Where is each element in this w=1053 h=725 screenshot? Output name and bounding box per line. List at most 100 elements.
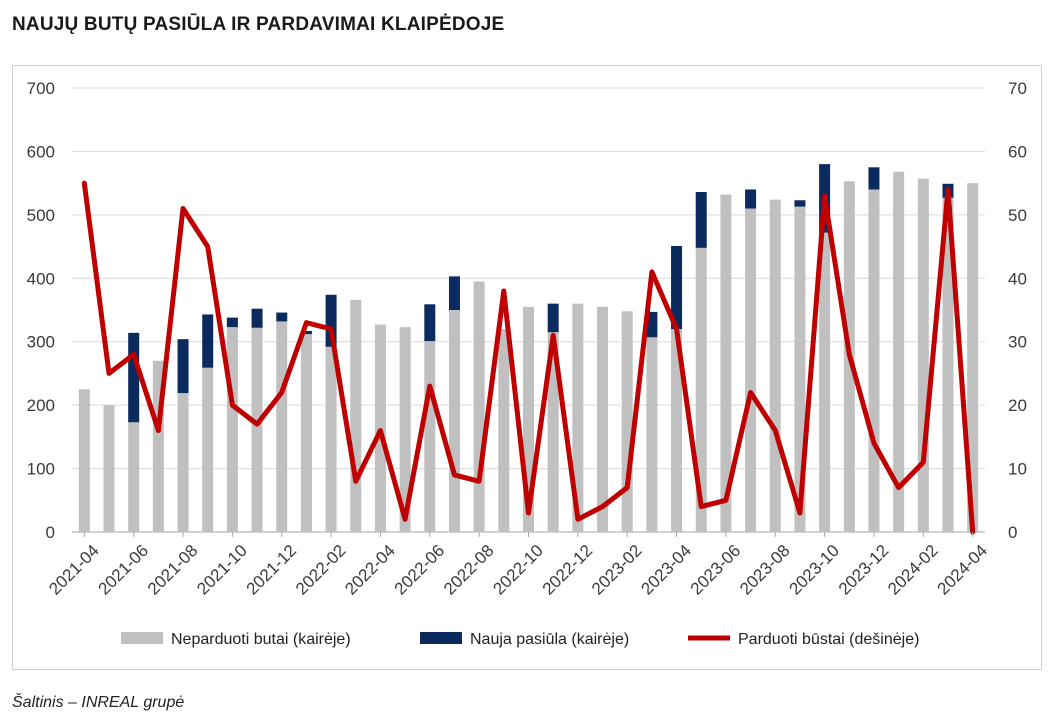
unsold-bar	[300, 334, 312, 532]
unsold-bar	[78, 389, 90, 532]
unsold-bar	[794, 206, 806, 532]
y-left-tick-label: 100	[27, 460, 55, 479]
x-tick-label: 2022-06	[391, 541, 449, 599]
x-axis: 2021-042021-062021-082021-102021-122022-…	[45, 532, 991, 599]
bars	[78, 164, 979, 533]
x-tick-label: 2021-06	[95, 541, 153, 599]
x-tick-label: 2021-08	[144, 541, 202, 599]
x-tick-label: 2021-04	[45, 541, 103, 599]
new-supply-bar	[794, 200, 806, 207]
unsold-bar	[177, 393, 189, 532]
x-tick-label: 2023-08	[736, 541, 794, 599]
new-supply-bar	[745, 189, 757, 209]
y-right-tick-label: 20	[1008, 396, 1027, 415]
unsold-bar	[424, 341, 436, 532]
unsold-bar	[251, 327, 263, 532]
x-tick-label: 2022-10	[489, 541, 547, 599]
unsold-bar	[868, 189, 880, 532]
unsold-bar	[893, 171, 905, 532]
y-left-tick-label: 500	[27, 206, 55, 225]
unsold-bar	[769, 199, 781, 533]
chart-frame	[12, 65, 1042, 670]
x-tick-label: 2022-08	[440, 541, 498, 599]
y-axis-right: 0 10 20 30 40 50 60 70	[1008, 79, 1027, 542]
legend-new-supply-label: Nauja pasiūla (kairėje)	[470, 631, 629, 648]
x-tick-label: 2024-02	[884, 541, 942, 599]
x-tick-label: 2024-04	[934, 541, 992, 599]
unsold-bar	[917, 178, 929, 532]
y-right-tick-label: 30	[1008, 333, 1027, 352]
legend-unsold-swatch	[121, 632, 163, 644]
y-right-tick-label: 40	[1008, 269, 1027, 288]
new-supply-bar	[128, 332, 140, 423]
legend-sold-label: Parduoti būstai (dešinėje)	[738, 631, 919, 648]
y-right-tick-label: 70	[1008, 79, 1027, 98]
unsold-bar	[226, 327, 238, 532]
unsold-bar	[695, 247, 707, 532]
unsold-bar	[202, 367, 214, 532]
unsold-bar	[621, 311, 633, 532]
y-axis-left: 0 100 200 300 400 500 600 700	[27, 79, 55, 542]
chart-svg: 0 100 200 300 400 500 600 700 0 10 20 30 40 50 60 70 2…	[27, 79, 1027, 648]
x-tick-label: 2023-10	[786, 541, 844, 599]
x-tick-label: 2023-04	[637, 541, 695, 599]
legend-unsold-label: Neparduoti butai (kairėje)	[171, 631, 351, 648]
legend-new-supply-swatch	[420, 632, 462, 644]
unsold-bar	[350, 299, 362, 532]
new-supply-bar	[646, 311, 658, 338]
unsold-bar	[547, 332, 559, 532]
unsold-bar	[819, 232, 831, 533]
x-tick-label: 2021-12	[243, 541, 301, 599]
new-supply-bar	[448, 276, 460, 310]
y-left-tick-label: 200	[27, 396, 55, 415]
x-tick-label: 2022-02	[292, 541, 350, 599]
unsold-bar	[942, 197, 954, 532]
unsold-bar	[572, 303, 584, 532]
new-supply-bar	[177, 339, 189, 394]
unsold-bar	[325, 346, 337, 532]
new-supply-bar	[547, 303, 559, 333]
new-supply-bar	[276, 312, 288, 322]
x-tick-label: 2023-06	[687, 541, 745, 599]
y-right-tick-label: 0	[1008, 523, 1017, 542]
unsold-bar	[103, 405, 115, 532]
unsold-bar	[646, 337, 658, 532]
unsold-bar	[399, 327, 411, 532]
x-tick-label: 2023-02	[588, 541, 646, 599]
x-tick-label: 2021-10	[193, 541, 251, 599]
unsold-bar	[473, 281, 485, 532]
unsold-bar	[448, 310, 460, 532]
y-right-tick-label: 10	[1008, 460, 1027, 479]
new-supply-bar	[325, 294, 337, 347]
y-right-tick-label: 60	[1008, 142, 1027, 161]
sold-line	[81, 180, 976, 535]
unsold-bar	[276, 321, 288, 532]
new-supply-bar	[202, 314, 214, 368]
new-supply-bar	[251, 308, 263, 328]
new-supply-bar	[671, 245, 683, 330]
new-supply-bar	[424, 304, 436, 342]
unsold-bar	[671, 329, 683, 532]
unsold-bar	[128, 422, 140, 532]
y-left-tick-label: 700	[27, 79, 55, 98]
chart-title: NAUJŲ BUTŲ PASIŪLA IR PARDAVIMAI KLAIPĖD…	[12, 14, 505, 35]
y-left-tick-label: 600	[27, 142, 55, 161]
unsold-bar	[523, 306, 534, 532]
new-supply-bar	[868, 167, 880, 190]
unsold-bar	[967, 183, 979, 532]
new-supply-bar	[695, 192, 707, 248]
y-left-tick-label: 0	[46, 523, 55, 542]
unsold-bar	[498, 329, 510, 532]
unsold-bar	[720, 194, 732, 532]
x-tick-label: 2022-04	[341, 541, 399, 599]
unsold-bar	[152, 360, 164, 532]
y-left-tick-label: 300	[27, 333, 55, 352]
legend: Neparduoti butai (kairėje) Nauja pasiūla …	[121, 631, 919, 648]
x-tick-label: 2022-12	[539, 541, 597, 599]
new-supply-bar	[300, 330, 312, 335]
x-tick-label: 2023-12	[835, 541, 893, 599]
unsold-bar	[745, 208, 757, 532]
y-left-tick-label: 400	[27, 269, 55, 288]
y-right-tick-label: 50	[1008, 206, 1027, 225]
new-supply-bar	[226, 317, 238, 328]
